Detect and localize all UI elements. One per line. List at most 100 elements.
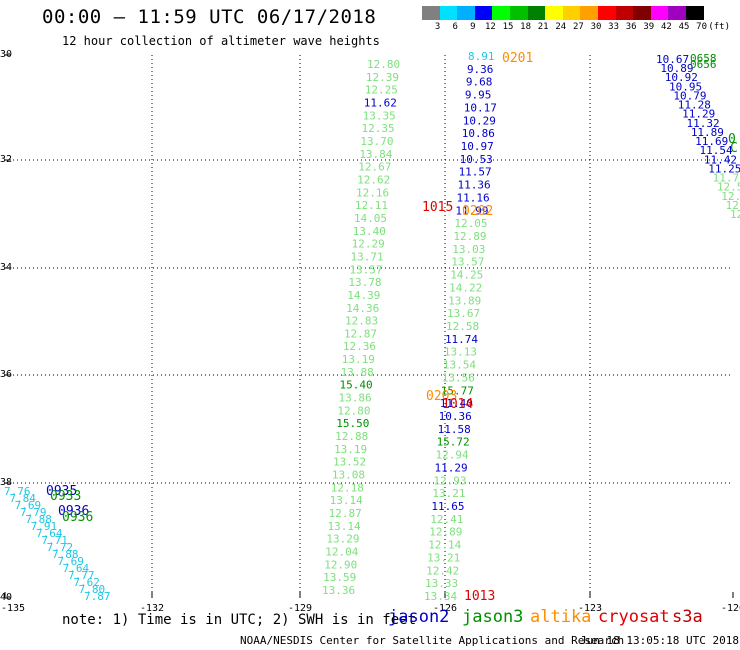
wave-height-reading: 12.18 [331, 481, 364, 494]
wave-height-reading: 12.25 [365, 84, 398, 97]
wave-height-reading: 13.14 [327, 520, 360, 533]
wave-height-reading: 14.36 [346, 302, 379, 315]
wave-height-reading: 14.22 [449, 281, 482, 294]
wave-height-reading: 13.14 [330, 494, 363, 507]
wave-height-reading: 12.89 [429, 526, 462, 539]
wave-height-reading: 11.57 [459, 166, 492, 179]
time-mark: 0936 [62, 510, 93, 525]
wave-height-reading: 11.29 [434, 461, 467, 474]
wave-height-reading: 11.32 [686, 117, 719, 130]
wave-height-reading: 13.86 [338, 392, 371, 405]
wave-height-reading: 13.67 [447, 307, 480, 320]
wave-height-reading: 13.40 [353, 225, 386, 238]
wave-height-reading: 7.69 [15, 499, 42, 512]
time-mark: 1013 [464, 589, 495, 604]
latitude-label: -34 [0, 262, 13, 273]
wave-height-reading: 13.03 [452, 243, 485, 256]
scale-label: (ft) [708, 22, 731, 32]
wave-height-reading: 7.88 [52, 548, 79, 561]
credit-line: NOAA/NESDIS Center for Satellite Applica… [240, 634, 625, 647]
scale-swatch [615, 6, 634, 20]
wave-height-reading: 13.89 [448, 294, 481, 307]
scale-label: 9 [470, 22, 476, 32]
wave-height-reading: 13.29 [326, 533, 359, 546]
wave-height-reading: 8.91 [468, 50, 495, 63]
wave-height-reading: 13.21 [427, 551, 460, 564]
scale-swatch [439, 6, 458, 20]
scale-label: 18 [520, 22, 532, 32]
wave-height-reading: 13.35 [363, 109, 396, 122]
wave-height-reading: 12.36 [343, 340, 376, 353]
legend-jason2: jason2 [388, 607, 450, 627]
scale-label: 36 [625, 22, 637, 32]
legend-jason3: jason3 [462, 607, 524, 627]
wave-height-reading: 12.42 [426, 564, 459, 577]
wave-height-reading: 10.97 [461, 140, 494, 153]
wave-height-reading: 12.90 [324, 558, 357, 571]
time-mark: 0936 [58, 504, 89, 519]
scale-label: 45 [678, 22, 690, 32]
wave-height-reading: 11.16 [456, 191, 489, 204]
wave-height-reading: 12.87 [344, 327, 377, 340]
wave-height-reading: 10.95 [669, 80, 702, 93]
wave-height-reading: 13.56 [442, 371, 475, 384]
time-mark: 0658 [690, 52, 717, 65]
time-mark: 0 [728, 132, 736, 147]
time-mark: 1015 [422, 200, 453, 215]
wave-height-reading: 13.19 [342, 353, 375, 366]
wave-height-reading: 7.91 [31, 520, 57, 533]
wave-height-reading: 13.21 [432, 487, 465, 500]
altimeter-tracks: 12.8012.3912.2511.6213.3512.3513.7013.84… [4, 50, 740, 604]
wave-height-reading: 11.62 [364, 96, 397, 109]
wave-height-reading: 7.84 [9, 492, 36, 505]
scale-label: 15 [502, 22, 514, 32]
scale-swatch [686, 6, 705, 20]
time-mark: 0201 [502, 51, 533, 66]
wave-height-reading: 14.05 [354, 212, 387, 225]
scale-label: 30 [590, 22, 602, 32]
wave-height-reading: 11.36 [458, 179, 491, 192]
wave-height-reading: 7.71 [41, 534, 67, 547]
wave-height-reading: 10.67 [656, 53, 689, 66]
wave-height-reading: 12.62 [357, 173, 390, 186]
wave-height-reading: 9.95 [465, 89, 492, 102]
scale-swatch [598, 6, 617, 20]
footer-note: note: 1) Time is in UTC; 2) SWH is in fe… [62, 612, 417, 628]
wave-height-reading: 12.56 [717, 181, 740, 194]
scale-label: 39 [643, 22, 655, 32]
wave-height-reading: 9.36 [467, 63, 494, 76]
wave-height-reading: 13.70 [360, 135, 393, 148]
wave-height-reading: 13.34 [424, 590, 457, 603]
scale-swatch [527, 6, 546, 20]
longitude-label: -120 [720, 603, 740, 614]
scale-label: 12 [484, 22, 496, 32]
wave-height-reading: 12.58 [446, 320, 479, 333]
scale-swatch [668, 6, 687, 20]
wave-height-reading: 11.69 [695, 135, 728, 148]
wave-height-reading: 12.04 [325, 546, 358, 559]
wave-height-reading: 7.80 [79, 583, 106, 596]
wave-height-reading: 12.67 [358, 161, 391, 174]
wave-height-reading: 11.99 [455, 204, 488, 217]
wave-height-reading: 13.19 [334, 443, 367, 456]
wave-height-reading: 14.39 [347, 289, 380, 302]
latitude-label: -40 [0, 592, 13, 603]
scale-label: 6 [452, 22, 458, 32]
time-mark: 0935 [46, 484, 77, 499]
scale-swatch [510, 6, 529, 20]
wave-height-reading: 13.36 [322, 584, 355, 597]
wave-height-reading: 15.40 [340, 379, 373, 392]
map-title: 00:00 – 11:59 UTC 06/17/2018 [42, 6, 377, 28]
wave-height-reading: 12.41 [430, 513, 463, 526]
wave-height-reading: 7.62 [73, 576, 100, 589]
scale-swatch [457, 6, 476, 20]
latitude-label: -36 [0, 369, 13, 380]
wave-height-reading: 10.89 [660, 62, 693, 75]
wave-height-reading: 9.68 [466, 76, 493, 89]
longitude-label: -135 [0, 603, 26, 614]
wave-height-reading: 7.79 [20, 506, 47, 519]
wave-height-reading: 12.39 [366, 71, 399, 84]
wave-height-reading: 15.72 [437, 436, 470, 449]
wave-height-reading: 13.52 [333, 456, 366, 469]
